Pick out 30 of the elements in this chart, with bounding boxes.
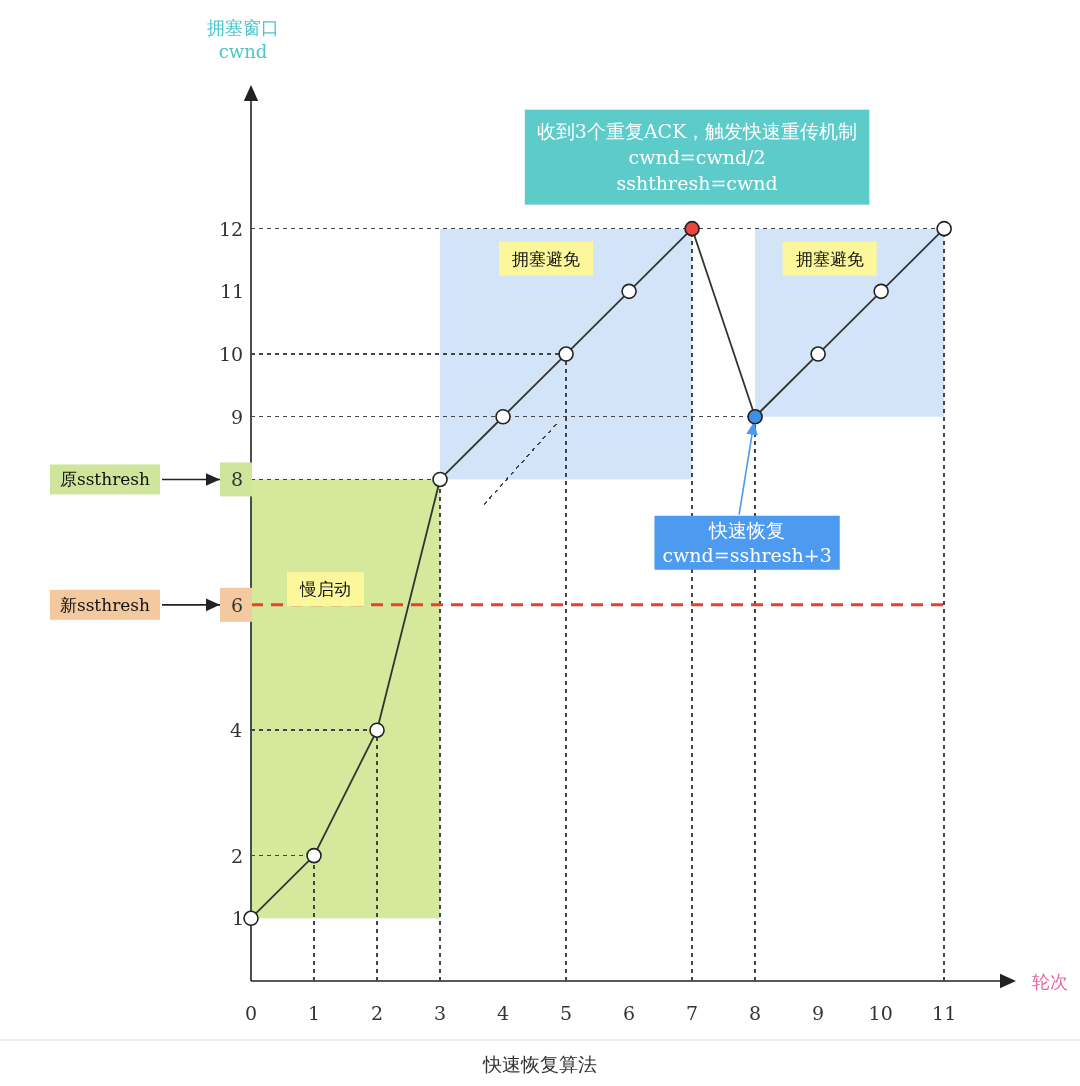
x-tick-label: 5 [560,1002,573,1024]
annotation: 收到3个重复ACK，触发快速重传机制 cwnd=cwnd/2 sshthresh=cwnd [536,119,858,194]
band-label: 拥塞避免 [512,248,581,269]
y-tick-label: 8 [231,468,244,491]
y-tick-label: 10 [218,343,244,366]
x-tick-label: 9 [812,1002,825,1024]
x-tick-label: 1 [308,1002,321,1024]
x-tick-label: 10 [868,1002,893,1024]
x-tick-label: 2 [371,1002,384,1024]
y-axis-title: 拥塞窗口 cwnd [207,17,279,62]
x-tick-label: 6 [623,1002,636,1024]
annotation: 原ssthresh [59,469,151,490]
y-tick-label: 4 [230,719,243,742]
y-tick-label: 12 [218,217,244,240]
x-tick-label: 7 [686,1002,699,1024]
y-tick-label: 2 [231,844,244,867]
x-tick-label: 4 [497,1002,510,1024]
x-tick-label: 8 [749,1002,762,1024]
x-axis-title: 轮次 [1032,970,1068,992]
y-tick-label: 1 [232,907,245,930]
x-tick-label: 11 [932,1002,957,1024]
y-tick-label: 9 [231,405,244,428]
band-label: 慢启动 [299,579,352,600]
band-label: 拥塞避免 [795,248,864,269]
annotation: 新ssthresh [59,594,151,615]
x-tick-label: 3 [434,1002,447,1024]
x-tick-label: 0 [245,1002,258,1024]
y-tick-label: 11 [219,280,245,303]
y-tick-label: 6 [231,593,244,616]
annotation: 快速恢复 cwnd=sshresh+3 [662,518,832,566]
